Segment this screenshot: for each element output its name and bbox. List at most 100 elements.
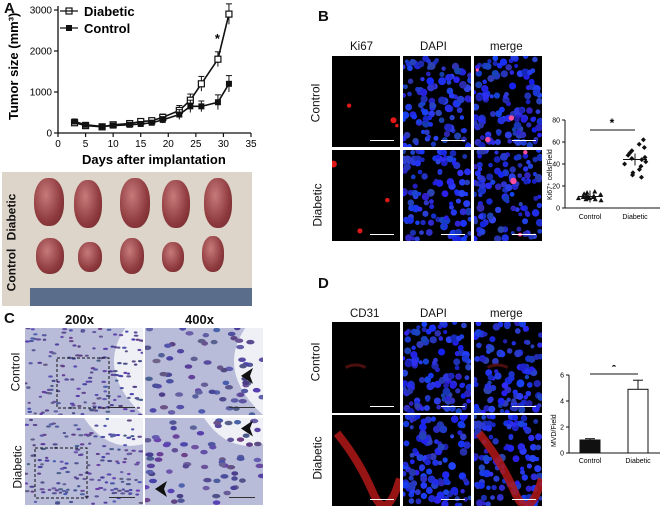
b-tile-1-1 — [403, 150, 471, 241]
data-point — [214, 55, 222, 63]
b-col-ki67: Ki67 — [350, 41, 374, 53]
tumor-specimen — [34, 178, 64, 226]
bar-diabetic — [627, 388, 649, 454]
data-point — [187, 103, 194, 110]
tumor-specimen — [204, 178, 232, 228]
c-col-400x: 400x — [185, 312, 214, 327]
data-point — [99, 123, 106, 130]
photo-row-control: Control — [4, 248, 19, 292]
y-tick-label: 6 — [560, 373, 564, 380]
d-tile-0-1 — [403, 322, 471, 413]
d-col-cd31: CD31 — [350, 308, 380, 320]
tumor-specimen — [78, 242, 102, 272]
data-point — [638, 163, 644, 169]
data-point — [159, 116, 166, 123]
data-point — [643, 159, 649, 165]
tumor-specimen — [162, 242, 184, 272]
legend-control: Control — [84, 21, 130, 36]
arrow-icon — [241, 420, 253, 437]
b-tile-1-2 — [474, 150, 542, 241]
d-col-merge: merge — [490, 308, 523, 320]
ruler — [30, 288, 252, 306]
data-point — [630, 172, 636, 178]
tumor-specimen — [162, 180, 190, 228]
b-tile-0-2 — [474, 56, 542, 147]
data-point — [176, 111, 183, 118]
y-tick-label: 0 — [556, 206, 560, 213]
y-tick-label: 0 — [560, 451, 564, 458]
b-tile-0-0 — [332, 56, 400, 147]
data-point — [627, 150, 633, 156]
data-point — [148, 119, 155, 126]
data-point — [638, 174, 644, 180]
y-axis-label: Tumor size (mm³) — [6, 13, 21, 120]
d-row-control: Control — [308, 342, 323, 382]
ki67-y-label: Ki67⁺ cells/Field — [547, 149, 554, 200]
bar-control — [579, 439, 601, 454]
b-col-dapi: DAPI — [420, 41, 447, 53]
zoom-region-box — [56, 357, 110, 409]
y-tick-label: 20 — [552, 184, 560, 191]
x-tick-label: 0 — [55, 139, 61, 150]
tumor-specimen — [36, 238, 64, 274]
b-tile-0-1 — [403, 56, 471, 147]
b-row-diabetic: Diabetic — [310, 183, 325, 227]
data-point — [126, 121, 133, 128]
c-tile-0-0 — [25, 328, 143, 415]
tumor-specimen — [120, 178, 150, 228]
d-tile-1-2 — [474, 415, 542, 506]
data-point — [642, 154, 648, 160]
ki67-scatter-chart: 0 20 40 60 80 Control Diabetic * Ki67⁺ cells/Fi… — [547, 116, 660, 221]
significance-star: * — [610, 116, 615, 130]
tumor-specimen — [74, 180, 102, 228]
y-tick-label: 1000 — [30, 88, 53, 99]
data-point — [629, 148, 635, 154]
x-tick-label: 25 — [190, 139, 202, 150]
x-category-label: Control — [579, 458, 602, 465]
x-tick-label: 20 — [163, 139, 175, 150]
panel-label-c: C — [4, 310, 15, 327]
d-tile-1-1 — [403, 415, 471, 506]
y-tick-label: 2 — [560, 425, 564, 432]
panel-label-b: B — [318, 8, 329, 25]
x-tick-label: 35 — [245, 139, 257, 150]
legend-diabetic: Diabetic — [84, 4, 135, 19]
data-point — [197, 80, 205, 88]
y-tick-label: 60 — [552, 140, 560, 147]
data-point — [584, 190, 590, 195]
y-tick-label: 3000 — [30, 6, 53, 17]
d-tile-0-2 — [474, 322, 542, 413]
tumor-specimen — [202, 236, 224, 272]
photo-row-diabetic: Diabetic — [4, 193, 19, 241]
data-point — [636, 141, 642, 147]
data-point — [110, 122, 117, 129]
data-point — [592, 189, 598, 194]
mvd-y-label: MVD/Field — [551, 414, 558, 447]
d-row-diabetic: Diabetic — [310, 436, 325, 480]
mvd-bar-chart: 0 2 4 6 Control Diabetic * MVD/Field — [551, 365, 660, 465]
x-tick-label: 15 — [135, 139, 147, 150]
data-point — [225, 10, 233, 18]
arrow-icon — [241, 367, 253, 384]
legend-marker-control — [66, 25, 72, 31]
tumor-specimen — [120, 238, 144, 274]
d-tile-1-0 — [332, 415, 400, 506]
tumor-photo — [2, 172, 252, 306]
c-row-diabetic: Diabetic — [10, 445, 25, 489]
d-tile-0-0 — [332, 322, 400, 413]
data-point — [641, 145, 647, 150]
legend: Diabetic Control — [60, 4, 135, 36]
data-point — [640, 137, 646, 143]
x-tick-label: 30 — [218, 139, 230, 150]
panel-label-d: D — [318, 275, 329, 292]
c-tile-1-1 — [145, 418, 263, 505]
y-tick-label: 4 — [560, 399, 564, 406]
y-tick-label: 40 — [552, 162, 560, 169]
data-point — [137, 120, 144, 127]
x-tick-label: 5 — [83, 139, 89, 150]
data-point — [71, 118, 78, 125]
x-axis-label: Days after implantation — [82, 152, 226, 167]
y-tick-label: 0 — [46, 129, 52, 140]
b-col-merge: merge — [490, 41, 523, 53]
